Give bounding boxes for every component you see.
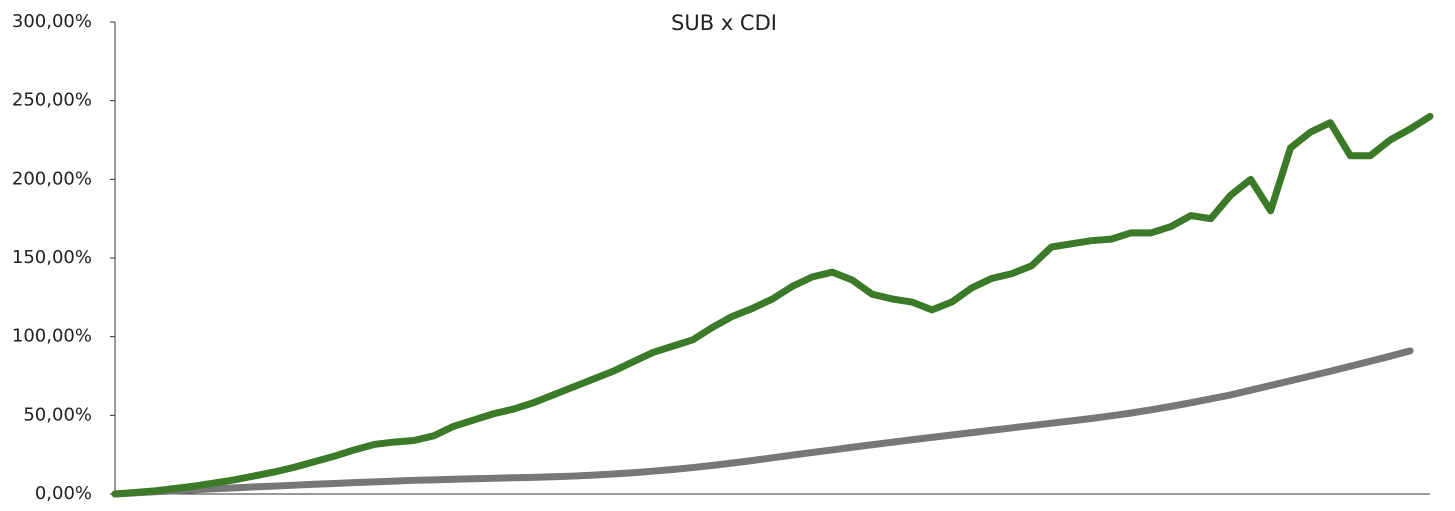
chart-title: SUB x CDI — [671, 11, 777, 35]
line-series — [111, 347, 1414, 498]
y-tick-label: 150,00% — [12, 247, 92, 268]
line-series — [111, 112, 1434, 498]
y-tick-label: 300,00% — [12, 11, 92, 32]
y-tick-label: 50,00% — [23, 404, 92, 425]
y-tick-label: 0,00% — [35, 483, 92, 504]
y-tick-label: 200,00% — [12, 168, 92, 189]
y-tick-label: 100,00% — [12, 326, 92, 347]
y-tick-label: 250,00% — [12, 90, 92, 111]
